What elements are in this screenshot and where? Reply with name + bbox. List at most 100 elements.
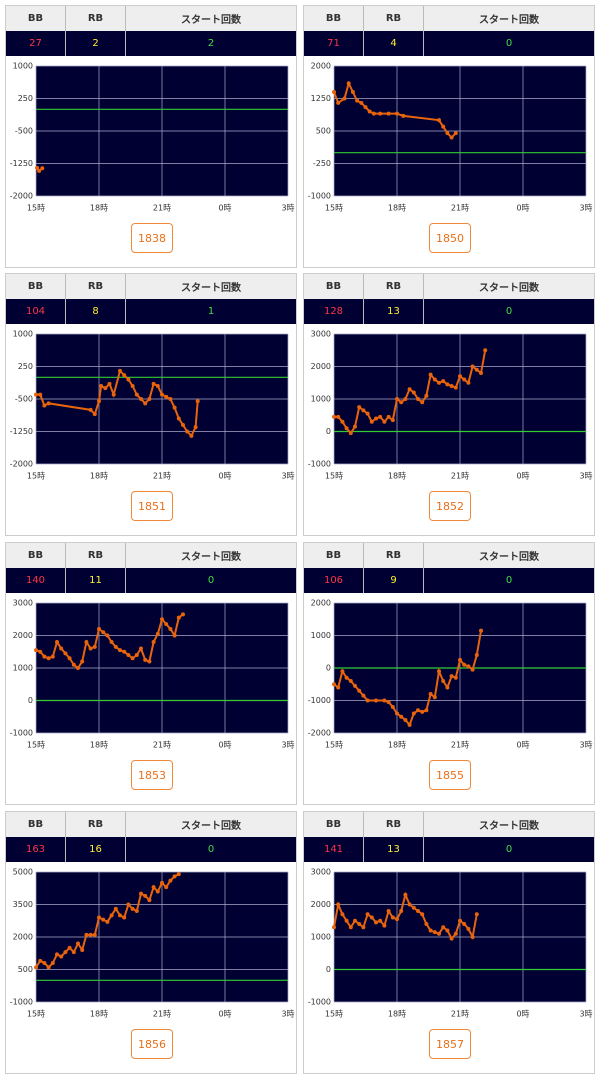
data-point — [151, 885, 156, 890]
bb-count: 140 — [6, 568, 66, 593]
data-point — [416, 708, 420, 713]
data-point — [365, 912, 370, 917]
x-tick-label: 0時 — [516, 741, 529, 750]
machine-button[interactable]: 1856 — [131, 1029, 173, 1059]
data-point — [105, 919, 110, 924]
x-tick-label: 0時 — [218, 1010, 231, 1019]
y-tick-label: 2000 — [13, 933, 33, 942]
machine-button[interactable]: 1851 — [131, 491, 173, 521]
y-tick-label: -1000 — [308, 460, 331, 469]
data-point — [453, 931, 458, 936]
data-point — [38, 649, 43, 654]
data-point — [181, 612, 185, 617]
data-point — [332, 682, 336, 687]
x-tick-label: 21時 — [451, 472, 469, 481]
y-tick-label: -1000 — [308, 192, 331, 201]
data-point — [395, 917, 399, 922]
data-point — [50, 654, 55, 659]
data-point — [449, 936, 454, 941]
y-tick-label: 2000 — [311, 362, 331, 371]
machine-button[interactable]: 1852 — [429, 491, 471, 521]
data-point — [84, 640, 89, 644]
data-point — [151, 640, 156, 644]
data-point — [122, 915, 127, 920]
column-header: BB — [304, 812, 364, 837]
data-point — [160, 880, 164, 885]
data-point — [399, 400, 404, 405]
data-point — [428, 372, 433, 377]
x-tick-label: 21時 — [451, 741, 469, 750]
machine-button[interactable]: 1838 — [131, 223, 173, 253]
data-point — [437, 380, 441, 385]
bb-count: 27 — [6, 31, 66, 56]
data-point — [113, 644, 118, 649]
column-header: BB — [6, 543, 66, 568]
y-tick-label: 500 — [18, 965, 33, 974]
x-tick-label: 15時 — [325, 472, 343, 481]
data-point — [428, 692, 433, 696]
data-point — [130, 656, 135, 661]
bb-count: 104 — [6, 299, 66, 324]
rb-count: 9 — [364, 568, 424, 593]
data-point — [407, 387, 412, 392]
x-tick-label: 3時 — [281, 204, 294, 213]
x-tick-label: 3時 — [281, 472, 294, 481]
data-row: 141 13 0 — [304, 837, 594, 862]
data-point — [458, 374, 462, 379]
data-point — [143, 893, 148, 898]
data-point — [126, 902, 131, 907]
machine-button[interactable]: 1857 — [429, 1029, 471, 1059]
y-tick-label: -1250 — [10, 427, 33, 436]
data-point — [34, 965, 38, 970]
y-tick-label: 1000 — [13, 664, 33, 673]
data-point — [470, 935, 475, 939]
data-point — [176, 615, 181, 620]
data-point — [403, 718, 408, 722]
machine-panel: BB RB スタート回数 104 8 1 1000 250 -500 -1250 -2000 15時 1… — [5, 273, 297, 536]
column-header: スタート回数 — [479, 821, 539, 832]
machine-button[interactable]: 1850 — [429, 223, 471, 253]
data-point — [355, 98, 360, 103]
data-row: 140 11 0 — [6, 568, 296, 593]
data-point — [50, 961, 55, 965]
rb-count: 13 — [364, 837, 424, 862]
data-point — [348, 431, 353, 436]
data-point — [332, 90, 336, 94]
x-tick-label: 15時 — [27, 741, 45, 750]
data-point — [111, 392, 116, 397]
column-header: スタート回数 — [181, 821, 241, 832]
data-point — [369, 419, 374, 424]
y-tick-label: 0 — [326, 664, 331, 673]
chart: 3000 2000 1000 0 -1000 15時 18時 21時 0時 3時 — [308, 330, 593, 481]
x-tick-label: 21時 — [153, 1010, 171, 1019]
machine-button[interactable]: 1855 — [429, 760, 471, 790]
column-header: BB — [6, 812, 66, 837]
data-point — [101, 630, 106, 635]
data-point — [63, 950, 68, 955]
column-header: RB — [66, 6, 126, 31]
y-tick-label: -250 — [313, 159, 331, 168]
y-tick-label: -1000 — [10, 729, 33, 738]
data-point — [109, 640, 114, 644]
data-row: 128 13 0 — [304, 299, 594, 324]
x-tick-label: 21時 — [451, 1010, 469, 1019]
y-tick-label: 0 — [326, 427, 331, 436]
machine-button[interactable]: 1853 — [131, 760, 173, 790]
data-point — [143, 657, 148, 662]
data-point — [374, 920, 378, 925]
column-header: RB — [364, 543, 424, 568]
data-point — [134, 909, 139, 913]
data-point — [395, 111, 399, 116]
data-point — [340, 419, 345, 424]
data-point — [378, 918, 383, 923]
data-point — [172, 874, 177, 879]
data-point — [361, 925, 366, 930]
data-point — [63, 651, 68, 656]
data-point — [164, 622, 169, 627]
x-tick-label: 18時 — [90, 1010, 108, 1019]
data-point — [118, 913, 122, 918]
column-header: スタート回数 — [181, 552, 241, 563]
data-point — [399, 909, 404, 913]
data-point — [38, 392, 43, 397]
y-tick-label: -1250 — [10, 159, 33, 168]
